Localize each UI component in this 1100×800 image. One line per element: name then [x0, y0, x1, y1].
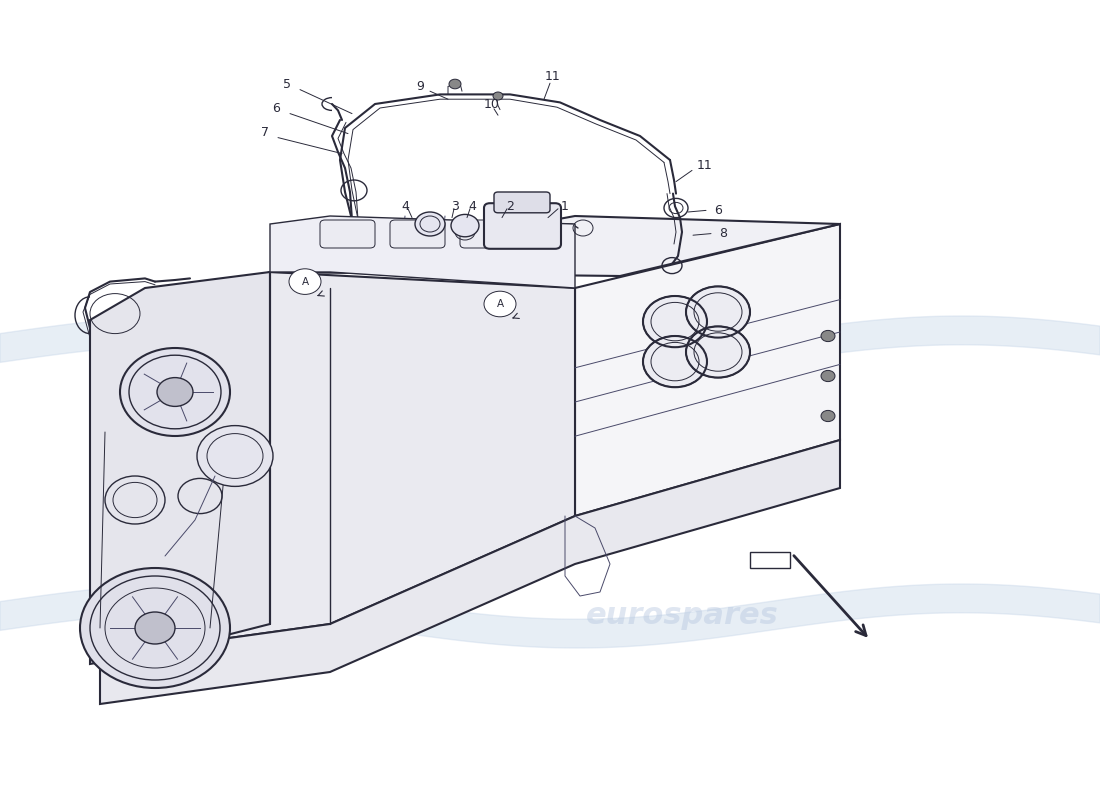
Text: eurospares: eurospares: [585, 602, 779, 630]
Circle shape: [157, 378, 192, 406]
Text: 2: 2: [506, 200, 514, 213]
Circle shape: [289, 269, 321, 294]
Text: 6: 6: [714, 204, 722, 217]
Circle shape: [484, 291, 516, 317]
Polygon shape: [270, 216, 840, 276]
FancyBboxPatch shape: [460, 220, 515, 248]
Text: 4: 4: [402, 200, 409, 213]
Text: 11: 11: [546, 70, 561, 83]
Polygon shape: [270, 216, 575, 288]
Text: eurospares: eurospares: [123, 334, 317, 362]
FancyBboxPatch shape: [484, 203, 561, 249]
Text: 11: 11: [697, 159, 713, 172]
Polygon shape: [575, 224, 840, 516]
Text: 4: 4: [469, 200, 476, 213]
Text: 7: 7: [261, 126, 270, 139]
FancyBboxPatch shape: [320, 220, 375, 248]
Text: 8: 8: [719, 227, 727, 240]
Circle shape: [449, 79, 461, 89]
Polygon shape: [100, 272, 575, 656]
Circle shape: [686, 326, 750, 378]
Text: 9: 9: [416, 80, 424, 93]
Text: 5: 5: [283, 78, 292, 91]
Text: A: A: [301, 277, 309, 286]
Circle shape: [821, 370, 835, 382]
Circle shape: [178, 478, 222, 514]
Circle shape: [415, 212, 446, 236]
Text: A: A: [496, 299, 504, 309]
Polygon shape: [750, 552, 790, 568]
Text: 1: 1: [561, 200, 569, 213]
Text: eurospares: eurospares: [123, 602, 317, 630]
FancyBboxPatch shape: [494, 192, 550, 213]
Circle shape: [451, 214, 478, 237]
Circle shape: [686, 286, 750, 338]
Circle shape: [135, 612, 175, 644]
FancyBboxPatch shape: [390, 220, 446, 248]
Circle shape: [493, 92, 503, 100]
Circle shape: [120, 348, 230, 436]
Circle shape: [821, 330, 835, 342]
Text: 6: 6: [272, 102, 279, 115]
Circle shape: [644, 336, 707, 387]
Text: eurospares: eurospares: [585, 334, 779, 362]
Circle shape: [80, 568, 230, 688]
Circle shape: [821, 410, 835, 422]
Polygon shape: [90, 272, 270, 664]
Circle shape: [644, 296, 707, 347]
Circle shape: [197, 426, 273, 486]
Polygon shape: [100, 440, 840, 704]
Text: 3: 3: [451, 200, 459, 213]
Circle shape: [104, 476, 165, 524]
Text: 10: 10: [484, 98, 499, 110]
